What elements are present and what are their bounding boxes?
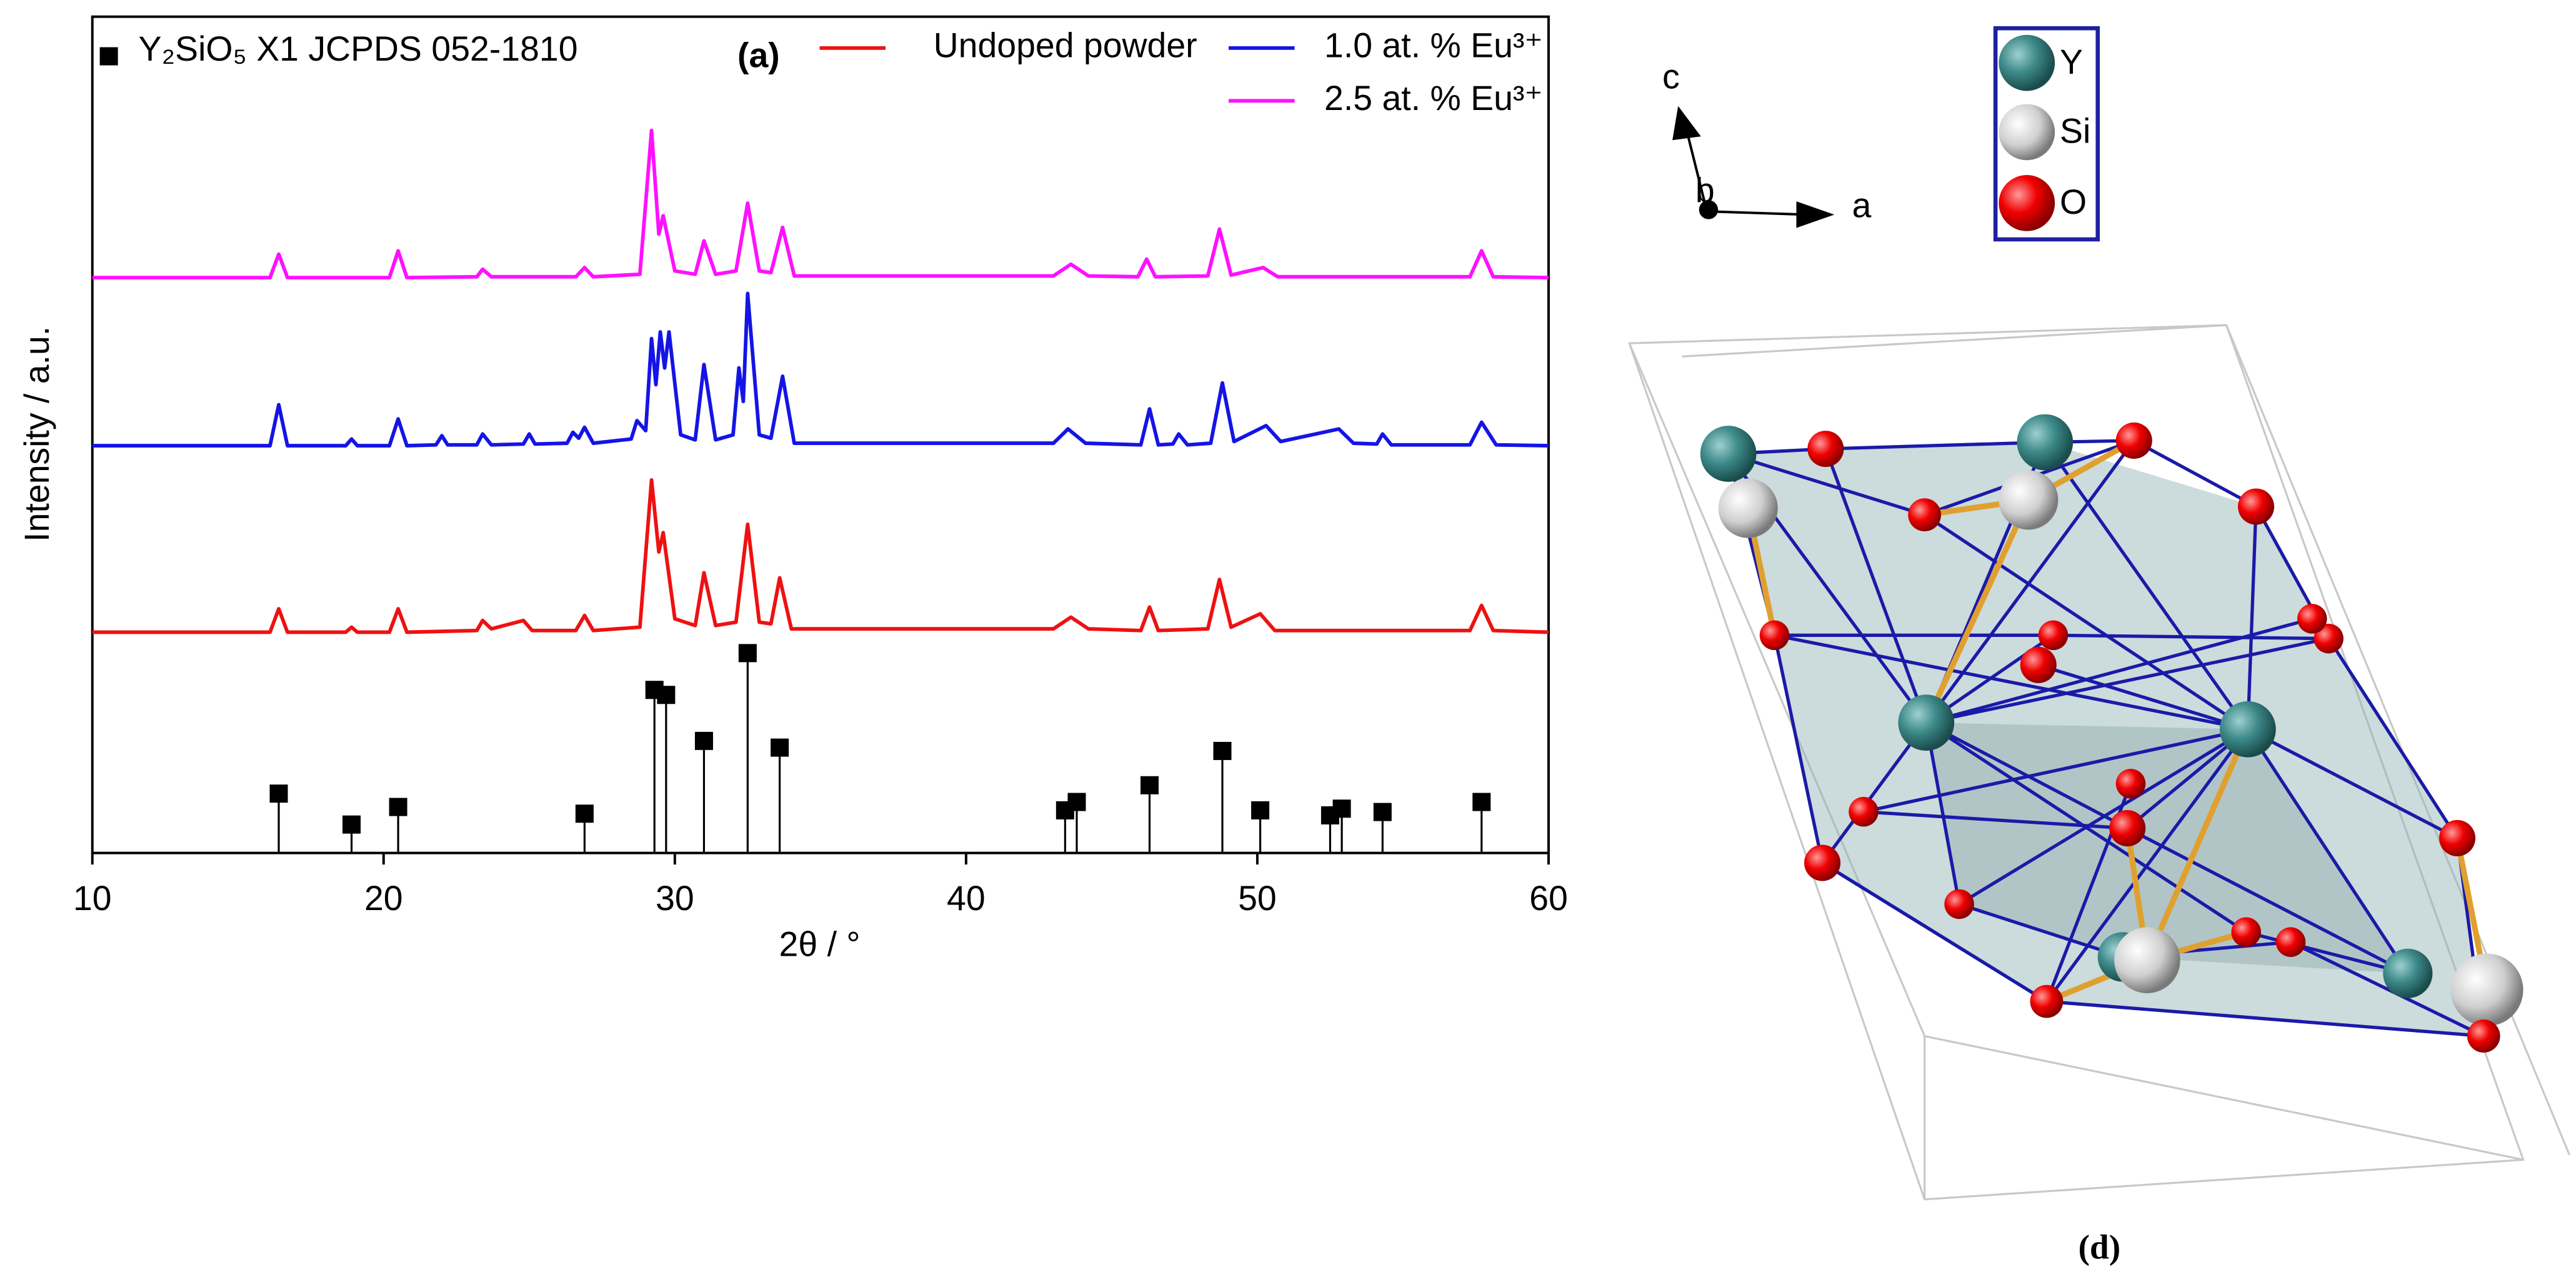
xrd-pattern: [92, 291, 1549, 448]
legend-label: Y₂SiO₅ X1 JCPDS 052-1810: [139, 29, 578, 68]
x-tick-label: 50: [1238, 879, 1277, 918]
legend-marker: [99, 47, 118, 66]
reference-marker: [389, 798, 407, 816]
axis-a: a: [1852, 186, 1872, 224]
reference-marker: [1332, 799, 1351, 818]
reference-marker: [1213, 741, 1232, 760]
legend-y: Y: [2060, 43, 2083, 81]
y-axis-label: Intensity / a.u.: [17, 326, 56, 542]
reference-marker: [1251, 801, 1270, 819]
legend-label: 1.0 at. % Eu³⁺: [1324, 26, 1543, 64]
legend-label: Undoped powder: [934, 26, 1197, 64]
reference-marker: [1140, 776, 1159, 794]
panel-label-d: (d): [2078, 1228, 2120, 1266]
panel-label: (a): [737, 36, 780, 74]
x-tick-label: 40: [947, 879, 986, 918]
reference-marker: [657, 686, 676, 704]
legend-si: Si: [2060, 112, 2090, 151]
legend-label: 2.5 at. % Eu³⁺: [1324, 79, 1543, 118]
crystal-structure: c b a Y Si O (d): [1628, 26, 2570, 1266]
reference-marker: [342, 815, 361, 834]
reference-marker: [771, 738, 789, 757]
axis-c: c: [1662, 58, 1680, 96]
reference-marker: [738, 644, 757, 663]
reference-marker: [1067, 793, 1086, 811]
x-axis-label: 2θ / °: [779, 925, 861, 964]
plot-frame: [91, 15, 1550, 854]
reference-marker: [1472, 793, 1491, 811]
reference-marker: [575, 804, 594, 823]
x-tick-label: 20: [364, 879, 403, 918]
x-tick-label: 60: [1529, 879, 1568, 918]
xrd-pattern: [92, 128, 1549, 280]
x-tick-label: 30: [656, 879, 694, 918]
legend-o: O: [2060, 183, 2087, 221]
axis-b: b: [1695, 171, 1715, 210]
reference-marker: [694, 731, 713, 750]
reference-marker: [1373, 803, 1392, 821]
xrd-pattern: [92, 478, 1549, 634]
x-tick-label: 10: [73, 879, 112, 918]
reference-marker: [269, 784, 288, 803]
